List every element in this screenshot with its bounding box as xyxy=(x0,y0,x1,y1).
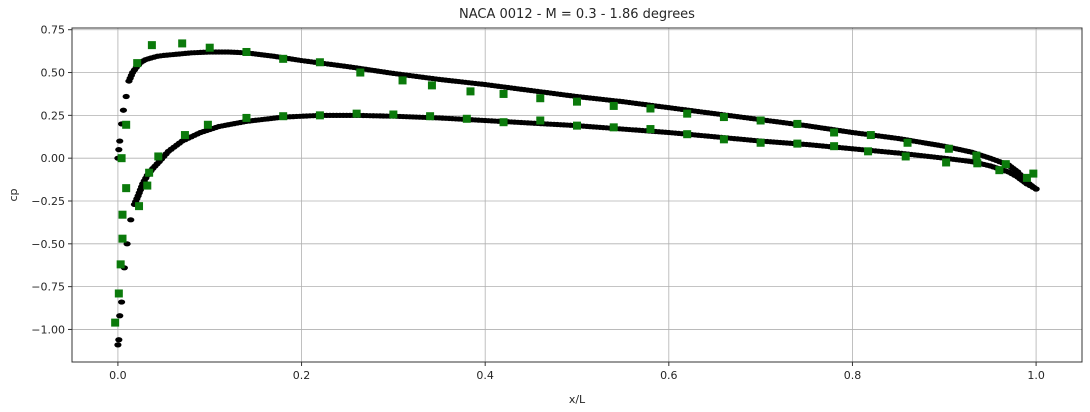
x-tick-label: 1.0 xyxy=(1027,369,1045,382)
experimental-point xyxy=(462,114,471,123)
y-tick-label: −1.00 xyxy=(31,323,65,336)
y-tick-label: 0.25 xyxy=(41,109,66,122)
computed-point xyxy=(116,138,124,144)
experimental-point xyxy=(356,68,365,77)
y-tick-label: −0.75 xyxy=(31,281,65,294)
x-tick-label: 0.8 xyxy=(844,369,862,382)
y-tick-label: 0.75 xyxy=(41,24,66,37)
experimental-point xyxy=(111,318,120,327)
experimental-point xyxy=(117,154,126,163)
computed-point xyxy=(116,313,124,319)
grid-lines xyxy=(72,28,1082,362)
computed-point xyxy=(119,107,128,113)
y-axis-label: cp xyxy=(7,188,20,201)
experimental-point xyxy=(1001,160,1010,169)
experimental-point xyxy=(609,101,618,110)
experimental-point xyxy=(719,113,728,122)
y-tick-label: 0.50 xyxy=(41,67,66,80)
y-tick-label: −0.25 xyxy=(31,195,65,208)
experimental-point xyxy=(756,116,765,125)
experimental-point xyxy=(178,39,187,48)
computed-point xyxy=(115,147,123,153)
experimental-point xyxy=(499,118,508,127)
experimental-point xyxy=(903,138,912,147)
x-tick-label: 0.6 xyxy=(660,369,678,382)
experimental-point xyxy=(866,131,875,140)
experimental-point xyxy=(793,119,802,128)
experimental-point xyxy=(719,135,728,144)
experimental-point xyxy=(143,181,152,190)
experimental-point xyxy=(427,81,436,90)
computed-point xyxy=(122,93,130,100)
computed-point xyxy=(1032,186,1040,192)
y-tick-label: −0.50 xyxy=(31,238,65,251)
experimental-point xyxy=(352,109,361,118)
experimental-point xyxy=(973,159,982,168)
experimental-point xyxy=(133,59,142,68)
experimental-point xyxy=(116,260,125,269)
experimental-point xyxy=(995,166,1004,175)
experimental-point xyxy=(118,234,127,243)
experimental-point xyxy=(389,110,398,119)
experimental-point xyxy=(499,89,508,98)
experimental-point xyxy=(279,112,288,121)
experimental-point xyxy=(830,142,839,151)
experimental-point xyxy=(154,152,163,161)
experimental-point xyxy=(864,147,873,156)
experimental-point xyxy=(756,138,765,147)
x-tick-label: 0.0 xyxy=(109,369,127,382)
experimental-point xyxy=(398,76,407,85)
computed-point xyxy=(115,337,123,343)
experimental-point xyxy=(942,158,951,167)
experimental-point xyxy=(114,289,123,298)
experimental-point xyxy=(793,139,802,148)
x-tick-label: 0.2 xyxy=(293,369,311,382)
experimental-point xyxy=(1029,169,1038,178)
x-axis-label: x/L xyxy=(569,393,586,406)
x-tick-label: 0.4 xyxy=(476,369,494,382)
experimental-point xyxy=(536,94,545,103)
chart-title: NACA 0012 - M = 0.3 - 1.86 degrees xyxy=(459,7,695,22)
experimental-point xyxy=(972,151,981,160)
experimental-point xyxy=(1022,173,1031,182)
experimental-point xyxy=(180,131,189,140)
experimental-point xyxy=(242,47,251,56)
experimental-point xyxy=(573,121,581,130)
experimental-point xyxy=(242,113,251,122)
experimental-point xyxy=(315,58,324,67)
experimental-point xyxy=(205,43,214,52)
experimental-point xyxy=(426,112,435,121)
experimental-point xyxy=(466,87,475,96)
experimental-point xyxy=(536,116,545,125)
experimental-point xyxy=(315,111,324,120)
experimental-point xyxy=(683,130,692,139)
computed-point xyxy=(127,217,135,223)
experimental-point xyxy=(135,202,144,211)
experimental-point xyxy=(646,125,655,134)
experimental-point xyxy=(901,152,910,161)
experimental-point xyxy=(609,123,618,132)
experimental-point xyxy=(944,144,953,153)
axis-ticks: 0.0 0.2 0.4 0.6 0.8 1.0 0.75 0.50 0.25 0.00 −0.25 −… xyxy=(31,24,1045,382)
experimental-point xyxy=(279,54,288,63)
experimental-point xyxy=(122,184,131,193)
experimental-point xyxy=(646,104,655,113)
experimental-point xyxy=(145,168,154,177)
computed-point xyxy=(114,342,122,348)
experimental-point xyxy=(147,41,156,50)
experimental-point xyxy=(122,120,131,129)
experimental-point xyxy=(118,210,127,219)
y-tick-label: 0.00 xyxy=(41,152,66,165)
data-points xyxy=(111,39,1040,348)
experimental-point xyxy=(830,128,839,137)
experimental-point xyxy=(573,97,581,106)
experimental-point xyxy=(203,120,212,129)
axes-frame xyxy=(71,27,1083,363)
computed-point xyxy=(117,299,126,305)
experimental-point xyxy=(683,109,692,118)
